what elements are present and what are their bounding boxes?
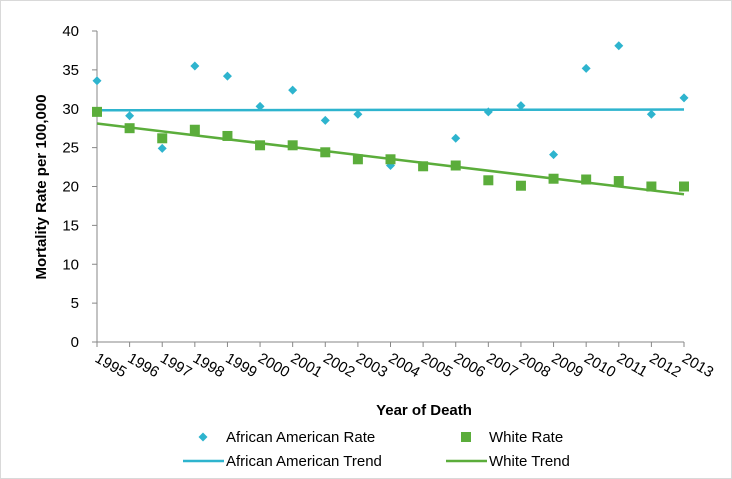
data-point-square — [581, 174, 592, 185]
data-point-square — [385, 154, 396, 165]
x-tick-label: 2006 — [451, 350, 488, 381]
x-tick-label: 2007 — [483, 350, 520, 381]
data-point-diamond — [679, 93, 689, 103]
data-point-square — [222, 130, 233, 141]
trend-line — [96, 108, 685, 112]
data-point-diamond — [255, 101, 265, 111]
data-point-diamond — [320, 115, 330, 125]
data-point-square — [157, 133, 168, 144]
y-tick-label: 25 — [62, 140, 79, 157]
y-tick-label: 30 — [62, 101, 79, 118]
x-tick-label: 2010 — [581, 350, 618, 381]
y-tick-label: 40 — [62, 23, 79, 40]
x-tick-label: 2012 — [646, 350, 683, 381]
x-tick-label: 2009 — [549, 350, 586, 381]
x-tick-label: 1995 — [92, 350, 129, 381]
data-point-diamond — [451, 133, 461, 143]
data-point-square — [515, 180, 526, 191]
x-tick-label: 1998 — [190, 350, 227, 381]
data-point-square — [287, 140, 298, 151]
data-point-square — [352, 154, 363, 165]
data-point-diamond — [222, 71, 232, 81]
legend-square-symbol — [461, 432, 471, 442]
legend-diamond-symbol — [198, 432, 208, 442]
x-tick-label: 2008 — [516, 350, 553, 381]
x-tick-label: 2000 — [255, 350, 292, 381]
data-point-diamond — [288, 85, 298, 95]
data-point-square — [548, 173, 559, 184]
x-tick-label: 1996 — [125, 350, 162, 381]
x-tick-label: 1997 — [157, 350, 194, 381]
y-tick-label: 15 — [62, 217, 79, 234]
legend-label: White Rate — [489, 429, 563, 446]
data-point-square — [418, 161, 429, 172]
data-point-diamond — [157, 143, 167, 153]
data-point-square — [613, 176, 624, 187]
data-point-square — [255, 140, 266, 151]
x-axis-title: Year of Death — [376, 402, 472, 419]
data-point-diamond — [614, 41, 624, 51]
data-point-diamond — [92, 76, 102, 86]
data-point-square — [483, 175, 494, 186]
x-tick-label: 2002 — [320, 350, 357, 381]
legend-label: African American Trend — [226, 453, 382, 470]
data-point-diamond — [549, 150, 559, 160]
x-tick-label: 2001 — [288, 350, 325, 381]
plot-area: 0 5 10 15 20 25 30 35 40 199519961997199819992000… — [62, 23, 716, 381]
data-point-diamond — [190, 61, 200, 71]
data-point-square — [646, 181, 657, 192]
x-tick-label: 2003 — [353, 350, 390, 381]
data-point-square — [92, 106, 102, 117]
data-point-square — [679, 181, 689, 192]
data-point-diamond — [646, 109, 656, 119]
x-tick-label: 2011 — [614, 350, 650, 381]
x-tick-label: 2005 — [418, 350, 455, 381]
legend-label: White Trend — [489, 453, 570, 470]
legend: African American Rate White Rate African A… — [183, 429, 570, 470]
x-tick-label: 2004 — [386, 350, 423, 381]
y-tick-label: 5 — [71, 295, 79, 312]
legend-label: African American Rate — [226, 429, 375, 446]
x-tick-label: 1999 — [222, 350, 259, 381]
y-axis-title: Mortality Rate per 100,000 — [33, 94, 50, 279]
data-point-square — [124, 123, 135, 134]
y-tick-label: 35 — [62, 62, 79, 79]
data-point-square — [450, 160, 461, 171]
x-tick-label: 2013 — [679, 350, 716, 381]
data-point-diamond — [581, 63, 591, 73]
data-point-diamond — [353, 109, 363, 119]
y-tick-label: 20 — [62, 179, 79, 196]
y-tick-label: 10 — [62, 256, 79, 273]
y-tick-label: 0 — [71, 334, 79, 351]
data-point-diamond — [483, 107, 493, 117]
data-point-square — [320, 147, 331, 158]
data-point-diamond — [516, 101, 526, 111]
data-point-square — [189, 124, 200, 135]
data-point-diamond — [125, 111, 135, 121]
